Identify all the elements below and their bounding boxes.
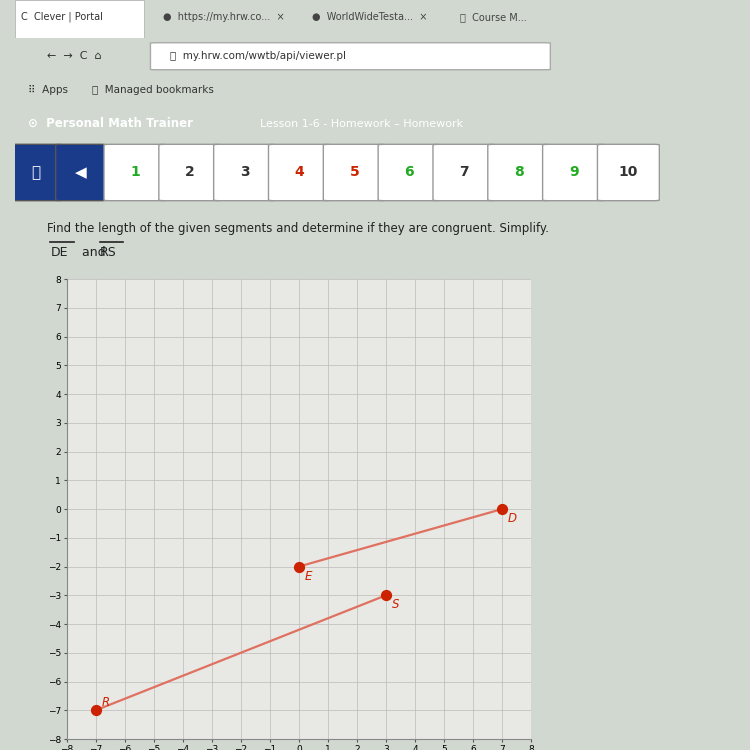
Text: 10: 10	[619, 166, 638, 179]
Text: and: and	[77, 246, 110, 259]
Text: ●  WorldWideTesta...  ×: ● WorldWideTesta... ×	[312, 12, 427, 22]
Text: R: R	[101, 696, 109, 709]
Text: 8: 8	[514, 166, 523, 179]
Text: Find the length of the given segments and determine if they are congruent. Simpl: Find the length of the given segments an…	[47, 222, 549, 235]
Text: ◀: ◀	[75, 165, 87, 180]
FancyBboxPatch shape	[542, 144, 604, 201]
FancyBboxPatch shape	[268, 144, 331, 201]
Point	[496, 503, 508, 515]
FancyBboxPatch shape	[323, 144, 386, 201]
Text: 6: 6	[404, 166, 414, 179]
Text: 🔒  Course M...: 🔒 Course M...	[460, 12, 526, 22]
FancyBboxPatch shape	[56, 144, 106, 201]
FancyBboxPatch shape	[378, 144, 440, 201]
Text: C  Clever | Portal: C Clever | Portal	[22, 12, 104, 22]
Point	[292, 560, 304, 572]
Text: RS: RS	[100, 246, 117, 259]
FancyBboxPatch shape	[433, 144, 495, 201]
FancyBboxPatch shape	[159, 144, 220, 201]
Text: 2: 2	[185, 166, 195, 179]
Text: ←  →  C  ⌂: ← → C ⌂	[47, 51, 102, 62]
FancyBboxPatch shape	[104, 144, 166, 201]
Text: 4: 4	[295, 166, 304, 179]
Text: S: S	[392, 598, 399, 611]
Text: 1: 1	[130, 166, 140, 179]
Text: E: E	[304, 569, 312, 583]
Text: DE: DE	[50, 246, 68, 259]
Text: ⏮: ⏮	[32, 165, 40, 180]
Text: ●  https://my.hrw.co...  ×: ● https://my.hrw.co... ×	[164, 12, 285, 22]
Point	[90, 704, 102, 716]
Text: 🔒  my.hrw.com/wwtb/api/viewer.pl: 🔒 my.hrw.com/wwtb/api/viewer.pl	[170, 51, 346, 62]
FancyBboxPatch shape	[214, 144, 275, 201]
Point	[380, 590, 392, 602]
FancyBboxPatch shape	[598, 144, 659, 201]
Text: D: D	[508, 512, 517, 525]
Text: 3: 3	[240, 166, 250, 179]
Text: 9: 9	[568, 166, 578, 179]
Text: 5: 5	[350, 166, 359, 179]
FancyBboxPatch shape	[15, 0, 144, 38]
Text: ⊙  Personal Math Trainer: ⊙ Personal Math Trainer	[28, 117, 193, 130]
Text: ⠿  Apps: ⠿ Apps	[28, 85, 68, 95]
FancyBboxPatch shape	[151, 43, 550, 70]
Text: Lesson 1-6 - Homework – Homework: Lesson 1-6 - Homework – Homework	[260, 118, 464, 129]
Text: 📁  Managed bookmarks: 📁 Managed bookmarks	[92, 85, 214, 95]
FancyBboxPatch shape	[488, 144, 550, 201]
Text: 7: 7	[459, 166, 469, 179]
FancyBboxPatch shape	[10, 144, 62, 201]
